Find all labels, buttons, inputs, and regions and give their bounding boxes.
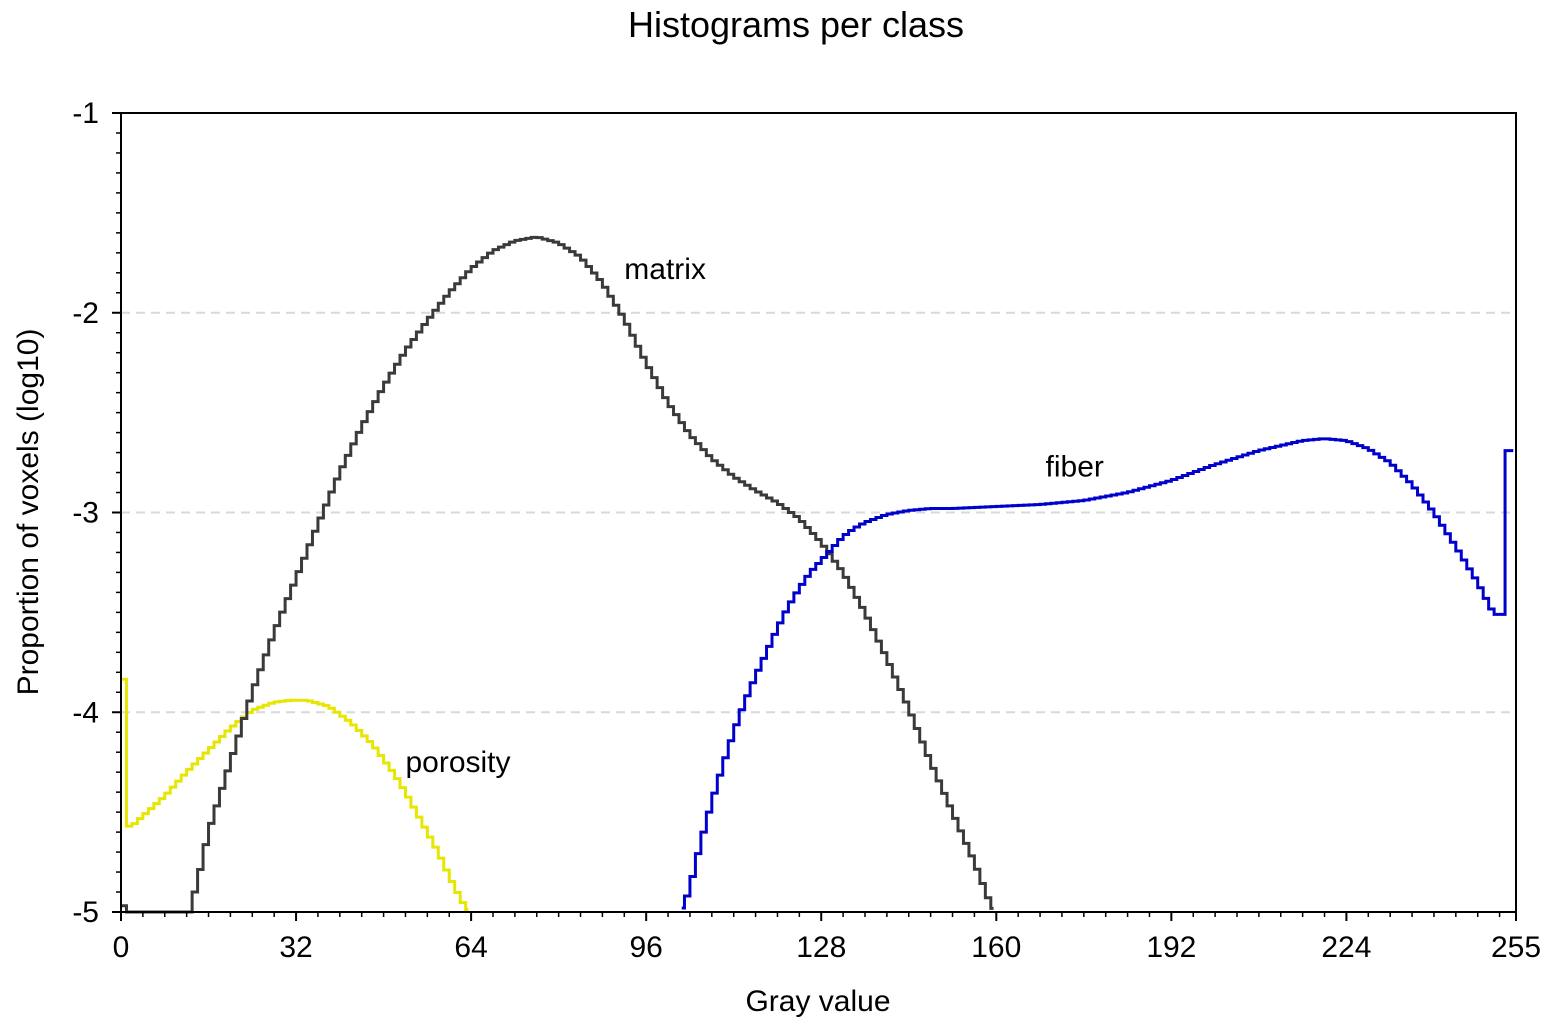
series-lines	[121, 235, 1514, 914]
y-tick-label: -4	[72, 696, 99, 729]
x-tick-label: 224	[1321, 931, 1371, 964]
label-fiber: fiber	[1046, 451, 1104, 484]
x-tick-label: 0	[113, 931, 130, 964]
label-porosity: porosity	[405, 746, 510, 779]
y-tick-label: -3	[72, 497, 99, 530]
x-axis-ticks: 0 32 64 96 128 160 192 224 255	[113, 912, 1541, 964]
series-fiber	[681, 437, 1514, 910]
x-tick-label: 255	[1491, 931, 1541, 964]
x-axis-label: Gray value	[745, 985, 890, 1018]
grid-lines	[121, 311, 1516, 714]
chart-title: Histograms per class	[628, 4, 964, 45]
x-tick-label: 96	[629, 931, 662, 964]
x-tick-label: 32	[279, 931, 312, 964]
y-tick-label: -2	[72, 297, 99, 330]
series-labels: matrix fiber porosity	[405, 253, 1103, 779]
series-porosity	[121, 677, 469, 912]
y-axis-label: Proportion of voxels (log10)	[12, 329, 45, 696]
y-tick-label: -5	[72, 896, 99, 929]
x-tick-label: 192	[1146, 931, 1196, 964]
x-tick-label: 160	[971, 931, 1021, 964]
label-matrix: matrix	[624, 253, 706, 286]
y-tick-label: -1	[72, 97, 99, 130]
series-matrix	[121, 235, 994, 914]
x-tick-label: 64	[454, 931, 487, 964]
x-tick-label: 128	[796, 931, 846, 964]
y-axis-ticks: -5 -4 -3 -2 -1	[72, 97, 121, 929]
